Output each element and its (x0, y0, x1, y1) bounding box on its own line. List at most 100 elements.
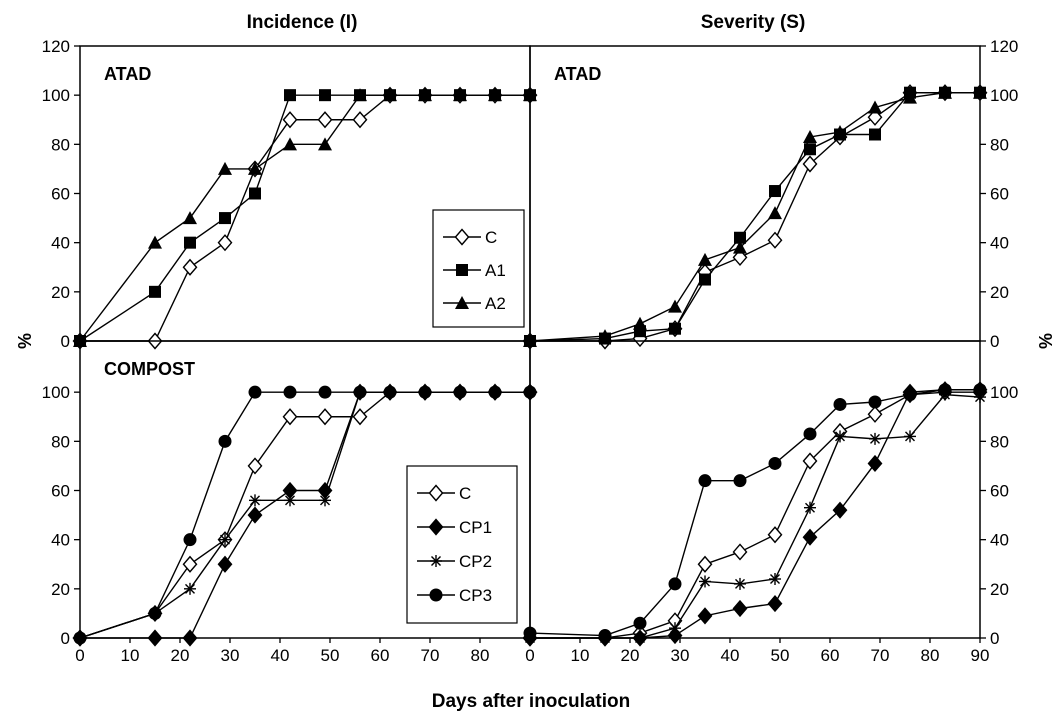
data-point (867, 405, 883, 423)
series-cp1 (522, 381, 988, 647)
data-point (973, 383, 987, 397)
series-a2 (523, 85, 987, 347)
x-tick-label: 70 (421, 646, 440, 665)
legend-marker (430, 555, 442, 567)
data-point (699, 273, 711, 286)
data-point (248, 385, 262, 399)
data-point (247, 457, 263, 475)
data-point (768, 456, 782, 470)
data-point (149, 285, 161, 298)
legend-label: A1 (485, 261, 506, 280)
data-point (802, 528, 818, 546)
y-tick-label: 20 (990, 283, 1009, 302)
y-tick-label: 40 (51, 234, 70, 253)
legend-item-cp1: CP1 (417, 518, 492, 537)
data-point (418, 385, 432, 399)
data-point (219, 212, 231, 225)
x-tick-label: 10 (571, 646, 590, 665)
data-point (732, 543, 748, 561)
y-tick-label: 0 (990, 332, 999, 351)
data-point (697, 555, 713, 573)
legend-label: A2 (485, 294, 506, 313)
legend-frame (432, 209, 525, 328)
x-tick-label: 0 (75, 646, 84, 665)
data-point (869, 432, 881, 445)
data-point (319, 494, 331, 507)
data-point (318, 137, 332, 151)
data-point (769, 185, 781, 198)
data-point (869, 128, 881, 141)
y-tick-label: 20 (990, 580, 1009, 599)
x-tick-label: 80 (921, 646, 940, 665)
data-point (767, 526, 783, 544)
y-tick-label: 100 (42, 383, 70, 402)
data-point (453, 385, 467, 399)
data-point (352, 408, 368, 426)
data-point (867, 108, 883, 126)
data-point (147, 629, 163, 647)
data-point (832, 501, 848, 519)
data-point (218, 161, 232, 175)
panel-2: 0 20 40 60 80 100 120 ATAD (522, 37, 1018, 351)
x-tick-label: 40 (271, 646, 290, 665)
legend-item-c: C (417, 484, 471, 503)
y-tick-label: 80 (990, 135, 1009, 154)
data-point (833, 125, 847, 139)
data-point (802, 452, 818, 470)
data-point (317, 408, 333, 426)
data-point (219, 533, 231, 546)
data-point (804, 501, 816, 514)
x-tick-label: 60 (371, 646, 390, 665)
data-point (903, 90, 917, 104)
data-point (697, 607, 713, 625)
legend-item-a2: A2 (443, 294, 506, 313)
legend-marker (428, 484, 444, 502)
asterisk-stroke (220, 534, 230, 545)
data-point (249, 494, 261, 507)
data-point (633, 316, 647, 330)
data-point (803, 427, 817, 441)
data-point (868, 395, 882, 409)
y-axis-title-left: % (15, 333, 35, 349)
y-tick-label: 100 (990, 86, 1018, 105)
asterisk-stroke (185, 583, 195, 594)
data-point (317, 111, 333, 129)
data-point (488, 385, 502, 399)
x-tick-label: 50 (771, 646, 790, 665)
legend-label: C (459, 484, 471, 503)
asterisk-stroke (635, 633, 645, 643)
y-tick-label: 60 (990, 482, 1009, 501)
data-point (488, 88, 502, 102)
data-point (184, 582, 196, 595)
data-point (218, 434, 232, 448)
legend-label: C (485, 228, 497, 247)
panel-4: 0 20 40 60 80 100 0 10 20 30 40 50 60 70 80 90 (522, 340, 1018, 665)
series-cp3 (523, 383, 987, 643)
legend-frame (406, 465, 518, 624)
series-a1 (524, 86, 986, 347)
data-point (669, 322, 681, 335)
data-point (217, 234, 233, 252)
plot-frame (529, 340, 981, 639)
legend-label: CP1 (459, 518, 492, 537)
x-tick-label: 20 (171, 646, 190, 665)
asterisk-stroke (770, 574, 780, 584)
y-tick-label: 60 (51, 185, 70, 204)
data-point (598, 629, 612, 643)
series-cp3 (73, 385, 537, 645)
asterisk-stroke (870, 433, 880, 444)
y-axis-title-right: % (1036, 333, 1056, 349)
data-point (973, 85, 987, 99)
data-point (804, 143, 816, 156)
series-line (530, 389, 980, 639)
legend: C CP1 CP2 CP3 (406, 465, 518, 624)
x-tick-label: 70 (871, 646, 890, 665)
data-point (383, 88, 397, 102)
data-point (734, 231, 746, 244)
data-point (668, 577, 682, 591)
data-point (699, 575, 711, 588)
data-point (698, 474, 712, 488)
data-point (733, 240, 747, 254)
series-line (529, 92, 980, 342)
